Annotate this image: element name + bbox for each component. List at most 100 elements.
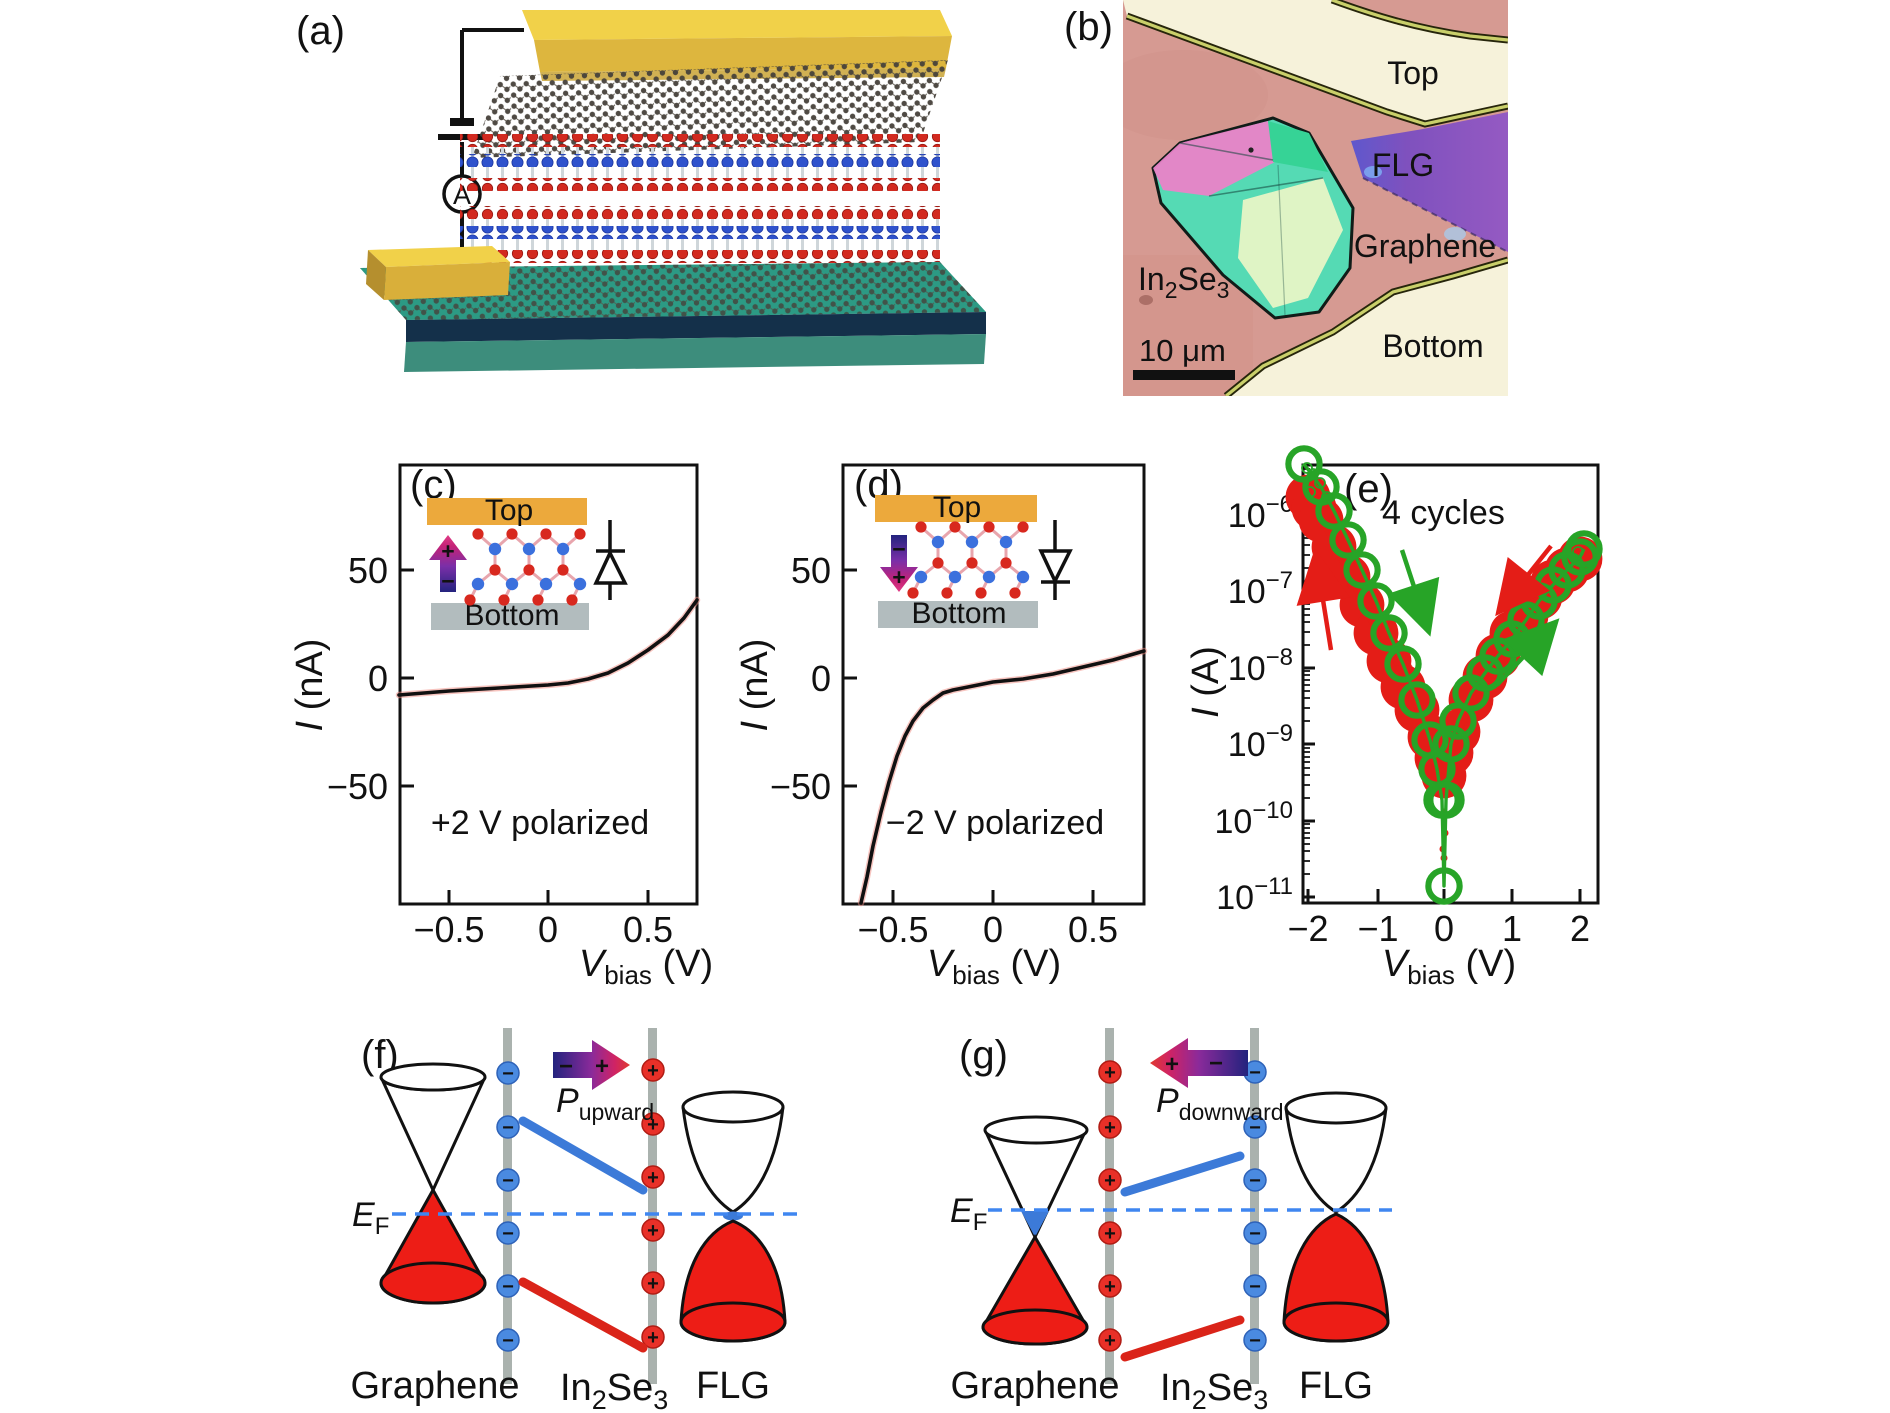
svg-text:10−7: 10−7 xyxy=(1228,567,1293,611)
label-in2se3: In2Se3 xyxy=(1138,261,1229,303)
polarization-left-arrow-icon xyxy=(1150,1038,1248,1088)
x-axis-title: Vbias (V) xyxy=(1382,943,1516,990)
bottom-electrode-region xyxy=(1226,260,1508,396)
axis-ticks xyxy=(843,568,1095,904)
red-arrow-up-left-icon xyxy=(1296,548,1350,651)
inset-bottom-label: Bottom xyxy=(464,599,559,632)
y-major-ticks xyxy=(1303,513,1315,899)
svg-text:+: + xyxy=(892,564,905,590)
label-flg: FLG xyxy=(1372,147,1434,183)
svg-text:−1: −1 xyxy=(1357,908,1398,949)
y-axis-title: I (nA) xyxy=(289,639,331,732)
flg-strip xyxy=(1351,112,1508,252)
inset-bottom-label: Bottom xyxy=(911,597,1006,630)
x-axis-title: Vbias (V) xyxy=(927,943,1061,990)
top-electrode-region xyxy=(1123,0,1508,124)
x-ticks xyxy=(1306,889,1582,903)
substrate xyxy=(360,262,986,372)
xtick: −0.5 xyxy=(413,909,484,950)
inset-top-electrode xyxy=(427,498,587,525)
scale-bar xyxy=(1133,370,1235,380)
flg-label: FLG xyxy=(1299,1365,1373,1407)
y-axis-title: I (nA) xyxy=(734,639,776,732)
svg-text:10−10: 10−10 xyxy=(1214,797,1293,841)
fermi-level-label: EF xyxy=(950,1192,987,1236)
polarization-right-arrow-icon xyxy=(553,1040,630,1090)
svg-text:−: − xyxy=(441,568,454,594)
ytick: 0 xyxy=(811,658,831,699)
flg-band xyxy=(679,1090,787,1343)
iv-curve xyxy=(395,596,701,699)
red-arrow-down-left-icon xyxy=(1495,544,1553,617)
panel-f-band-diagram: (f) EF − + Pupward xyxy=(350,1028,800,1413)
panel-e-title: 4 cycles xyxy=(1382,494,1505,532)
in2se3-layer-bars xyxy=(1105,1028,1259,1384)
panel-g-band-diagram: (g) EF + − Pdownward xyxy=(950,1028,1392,1413)
panel-g-label: (g) xyxy=(959,1033,1008,1077)
inset-bottom-electrode xyxy=(878,601,1038,628)
graphene-label: Graphene xyxy=(950,1365,1119,1407)
label-top: Top xyxy=(1387,55,1439,91)
svg-text:−: − xyxy=(892,536,905,562)
ytick: −50 xyxy=(770,766,831,807)
polarization-down-arrow-icon xyxy=(880,535,918,592)
xtick: 0 xyxy=(983,909,1003,950)
in2se3-label: In2Se3 xyxy=(1160,1367,1268,1413)
electrode-edge-lines xyxy=(1125,0,1508,128)
in2se3-label: In2Se3 xyxy=(560,1367,668,1413)
panel-d-iv-plot: (d) 50 0 −50 −0.5 0 0.5 I (nA) Vbias (V)… xyxy=(734,463,1148,990)
panel-e-log-plot: (e) 4 cycles 10−6 10−7 10−8 10−9 10−10 1… xyxy=(1185,445,1603,990)
svg-text:0: 0 xyxy=(1434,908,1454,949)
svg-text:2: 2 xyxy=(1570,908,1590,949)
flg-label: FLG xyxy=(696,1365,770,1407)
xtick: 0.5 xyxy=(623,909,673,950)
valence-band-line xyxy=(518,1277,648,1353)
inset-top-label: Top xyxy=(933,491,981,524)
ytick: 50 xyxy=(791,550,831,591)
svg-text:10−8: 10−8 xyxy=(1228,644,1293,688)
electron-pocket xyxy=(1021,1211,1049,1237)
flg-band xyxy=(1282,1091,1390,1343)
panel-a-label: (a) xyxy=(296,9,345,53)
panel-c-inset: Top Bottom + − xyxy=(427,494,628,632)
in2se3-crystal-stack xyxy=(460,134,940,263)
label-graphene: Graphene xyxy=(1354,228,1496,264)
svg-text:−: − xyxy=(559,1053,573,1080)
x-tick-labels: −2 −1 0 1 2 xyxy=(1287,908,1590,949)
y-axis-title: I (A) xyxy=(1185,646,1227,718)
sweep-direction-arrows xyxy=(1296,544,1560,687)
green-arrow-down-icon xyxy=(1387,549,1440,637)
ytick: 0 xyxy=(368,658,388,699)
svg-text:+: + xyxy=(595,1053,609,1080)
xtick: 0 xyxy=(538,909,558,950)
in2se3-flake xyxy=(1151,116,1355,320)
fermi-level-label: EF xyxy=(352,1196,389,1240)
label-bottom: Bottom xyxy=(1382,328,1483,364)
conduction-band-line xyxy=(1120,1151,1245,1197)
panel-d-inset: Top Bottom − + xyxy=(875,491,1073,630)
ytick: −50 xyxy=(327,766,388,807)
panel-d-note: −2 V polarized xyxy=(886,804,1104,842)
diode-down-icon xyxy=(1038,520,1073,600)
x-axis-title: Vbias (V) xyxy=(579,943,713,990)
polarization-up-arrow-icon xyxy=(429,535,467,592)
inset-bottom-electrode xyxy=(431,603,589,630)
iv-curve xyxy=(857,647,1148,907)
ytick: 50 xyxy=(348,550,388,591)
panel-b-micrograph: (b) xyxy=(1064,0,1508,396)
svg-text:−: − xyxy=(1209,1050,1223,1077)
svg-text:+: + xyxy=(1165,1051,1179,1078)
svg-text:1: 1 xyxy=(1502,908,1522,949)
valence-band-line xyxy=(1120,1315,1245,1362)
bottom-gold-electrode xyxy=(366,246,510,300)
p-downward-label: Pdownward xyxy=(1156,1082,1284,1125)
svg-text:10−11: 10−11 xyxy=(1216,873,1293,917)
scale-bar-label: 10 μm xyxy=(1139,333,1226,368)
red-series-curve xyxy=(1285,474,1603,862)
xtick: −0.5 xyxy=(857,909,928,950)
svg-text:−2: −2 xyxy=(1287,908,1328,949)
graphene-dirac-cone xyxy=(379,1062,487,1305)
inset-top-label: Top xyxy=(485,494,533,527)
